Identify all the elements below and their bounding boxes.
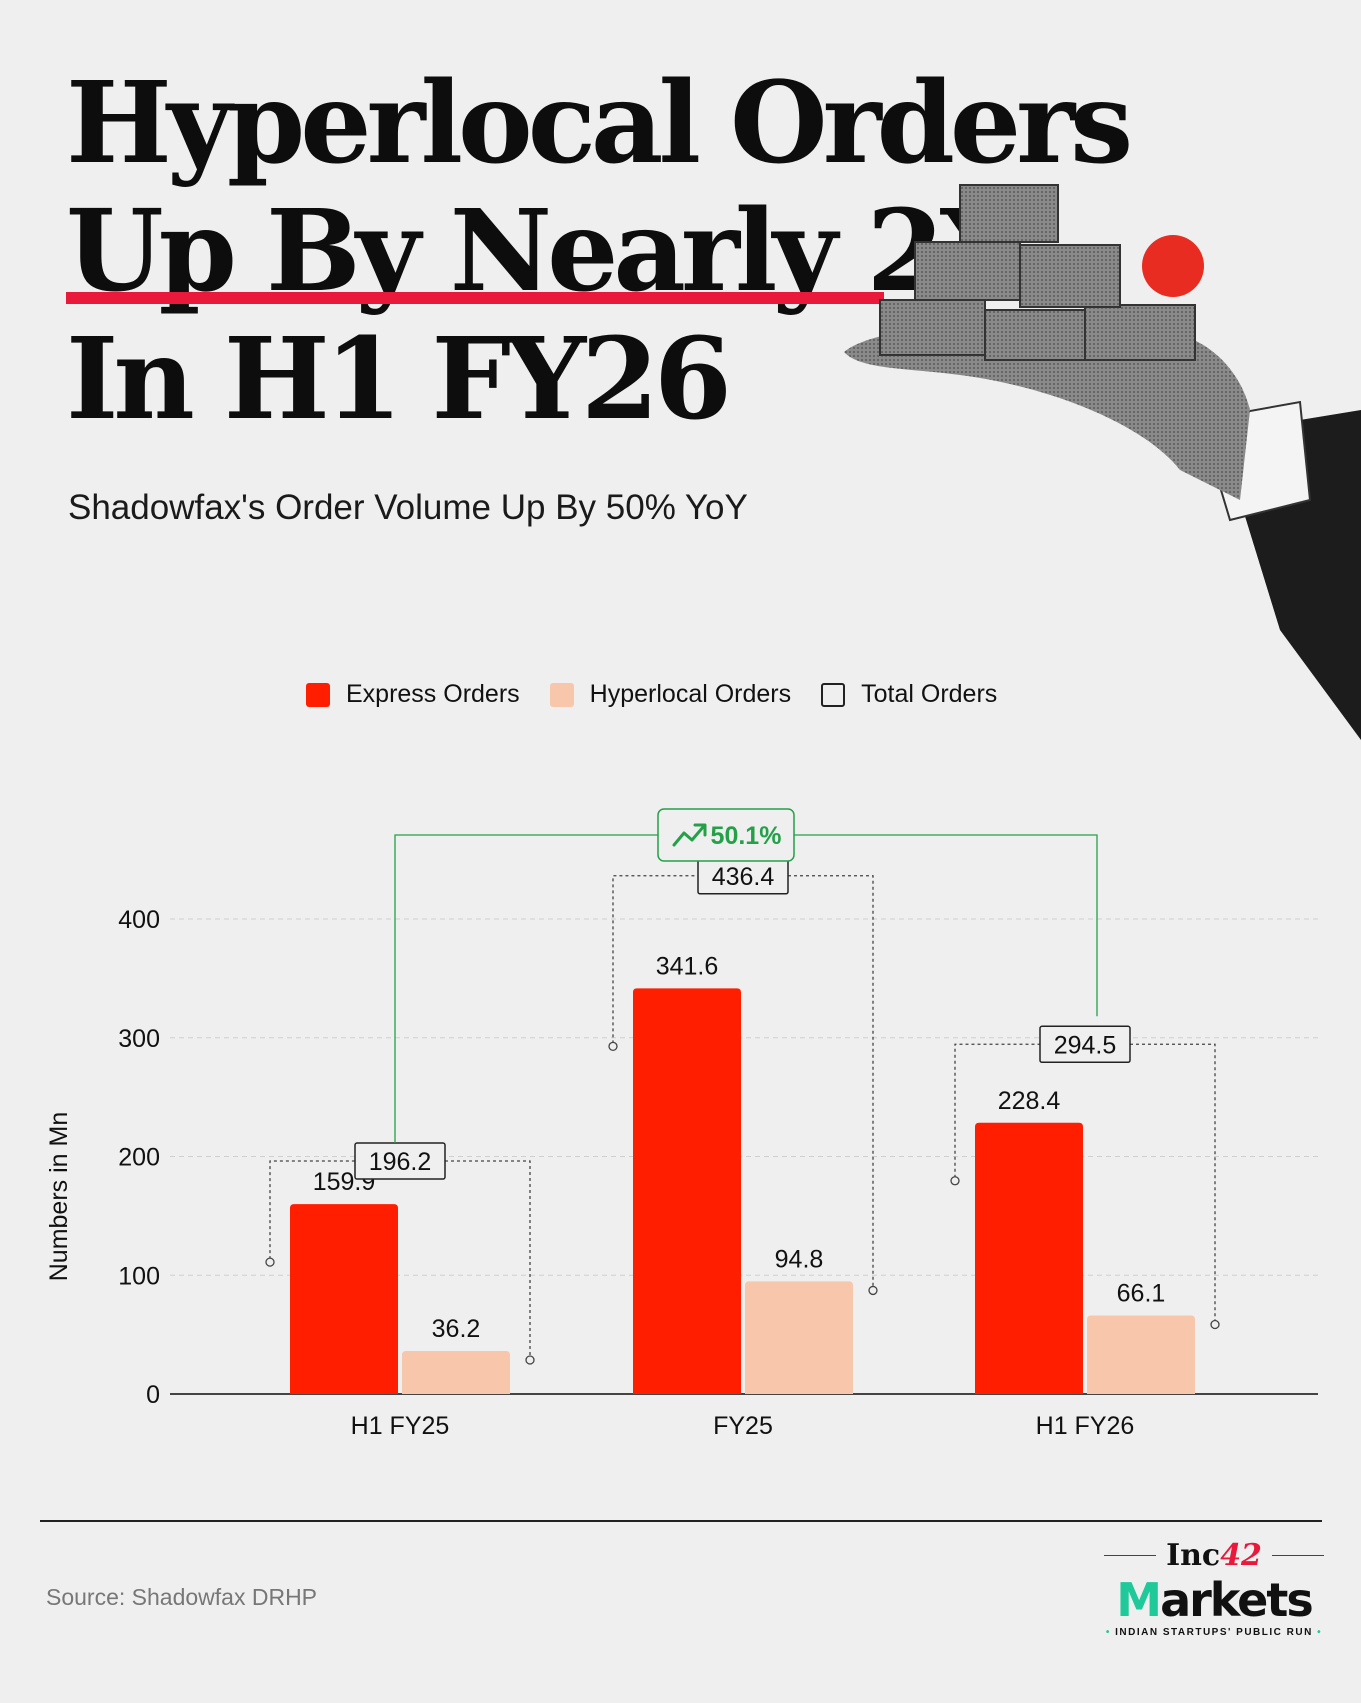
total-bracket-left (269, 1160, 355, 1260)
hand-with-boxes-illustration (844, 184, 1361, 740)
data-label-hyperlocal: 94.8 (775, 1245, 824, 1273)
total-label: 294.5 (1054, 1031, 1117, 1059)
bracket-end-dot (950, 1176, 960, 1186)
legend-swatch-express (306, 682, 330, 707)
bar-hyperlocal (1087, 1315, 1195, 1394)
growth-connector-left (394, 834, 658, 1144)
legend-label-express: Express Orders (346, 680, 520, 708)
subtitle: Shadowfax's Order Volume Up By 50% YoY (68, 488, 748, 527)
footer-divider (40, 1520, 1322, 1522)
y-axis-label: Numbers in Mn (45, 1112, 73, 1282)
brand-inc: Inc (1166, 1538, 1221, 1573)
y-tick-label: 300 (118, 1025, 160, 1053)
growth-box (657, 808, 795, 862)
brand-tagline: INDIAN STARTUPS' PUBLIC RUN (1115, 1627, 1313, 1638)
total-box (1039, 1025, 1131, 1064)
legend-item-total: Total Orders (821, 680, 997, 709)
bracket-end-dot (608, 1041, 618, 1052)
bracket-end-dot (525, 1355, 535, 1365)
brand-markets: arkets (1160, 1573, 1314, 1627)
total-bracket-right (445, 1160, 531, 1358)
bracket-end-dot (868, 1285, 878, 1296)
bar-express (633, 988, 741, 1394)
page-title: Hyperlocal Orders Up By Nearly 2X In H1 … (66, 58, 1133, 445)
bracket-end-dot (1210, 1319, 1220, 1330)
total-box (354, 1142, 446, 1180)
total-label: 436.4 (712, 863, 775, 891)
bracket-end-dot (265, 1257, 275, 1267)
data-label-express: 228.4 (998, 1087, 1061, 1115)
legend-item-express: Express Orders (306, 680, 520, 709)
data-label-express: 341.6 (656, 952, 719, 980)
bar-hyperlocal (745, 1281, 853, 1394)
brand-num: 42 (1220, 1538, 1262, 1573)
data-label-hyperlocal: 36.2 (432, 1315, 481, 1343)
y-tick-label: 400 (118, 906, 160, 934)
total-label: 196.2 (369, 1148, 432, 1176)
legend-swatch-hyperlocal (549, 682, 574, 707)
title-line-1: Hyperlocal Orders (66, 58, 1133, 189)
x-tick-label: FY25 (713, 1412, 773, 1440)
brand-m: M (1116, 1573, 1162, 1627)
title-line-3: In H1 FY26 (66, 314, 732, 445)
growth-connector-right (794, 834, 1098, 1017)
bar-hyperlocal (402, 1351, 510, 1394)
legend-label-hyperlocal: Hyperlocal Orders (589, 680, 792, 708)
y-tick-label: 0 (146, 1381, 160, 1409)
brand-logo: Inc42 Markets • INDIAN STARTUPS' PUBLIC … (1104, 1538, 1324, 1638)
x-tick-label: H1 FY25 (351, 1412, 450, 1440)
total-bracket-right (788, 875, 874, 1288)
trend-up-icon (672, 823, 707, 847)
x-tick-label: H1 FY26 (1036, 1412, 1135, 1440)
total-bracket-left (612, 875, 698, 1044)
y-tick-label: 100 (118, 1262, 160, 1290)
bar-express (290, 1204, 398, 1394)
bar-express (975, 1122, 1083, 1394)
chart-legend: Express Orders Hyperlocal Orders Total O… (306, 680, 997, 709)
growth-label: 50.1% (711, 822, 782, 850)
legend-label-total: Total Orders (861, 680, 998, 708)
total-bracket-right (1130, 1043, 1216, 1322)
data-label-hyperlocal: 66.1 (1117, 1280, 1166, 1308)
source-note: Source: Shadowfax DRHP (46, 1584, 318, 1610)
legend-item-hyperlocal: Hyperlocal Orders (549, 680, 792, 709)
y-tick-label: 200 (118, 1144, 160, 1172)
total-bracket-left (954, 1043, 1040, 1178)
title-underline (66, 292, 884, 304)
legend-swatch-total (821, 682, 846, 707)
